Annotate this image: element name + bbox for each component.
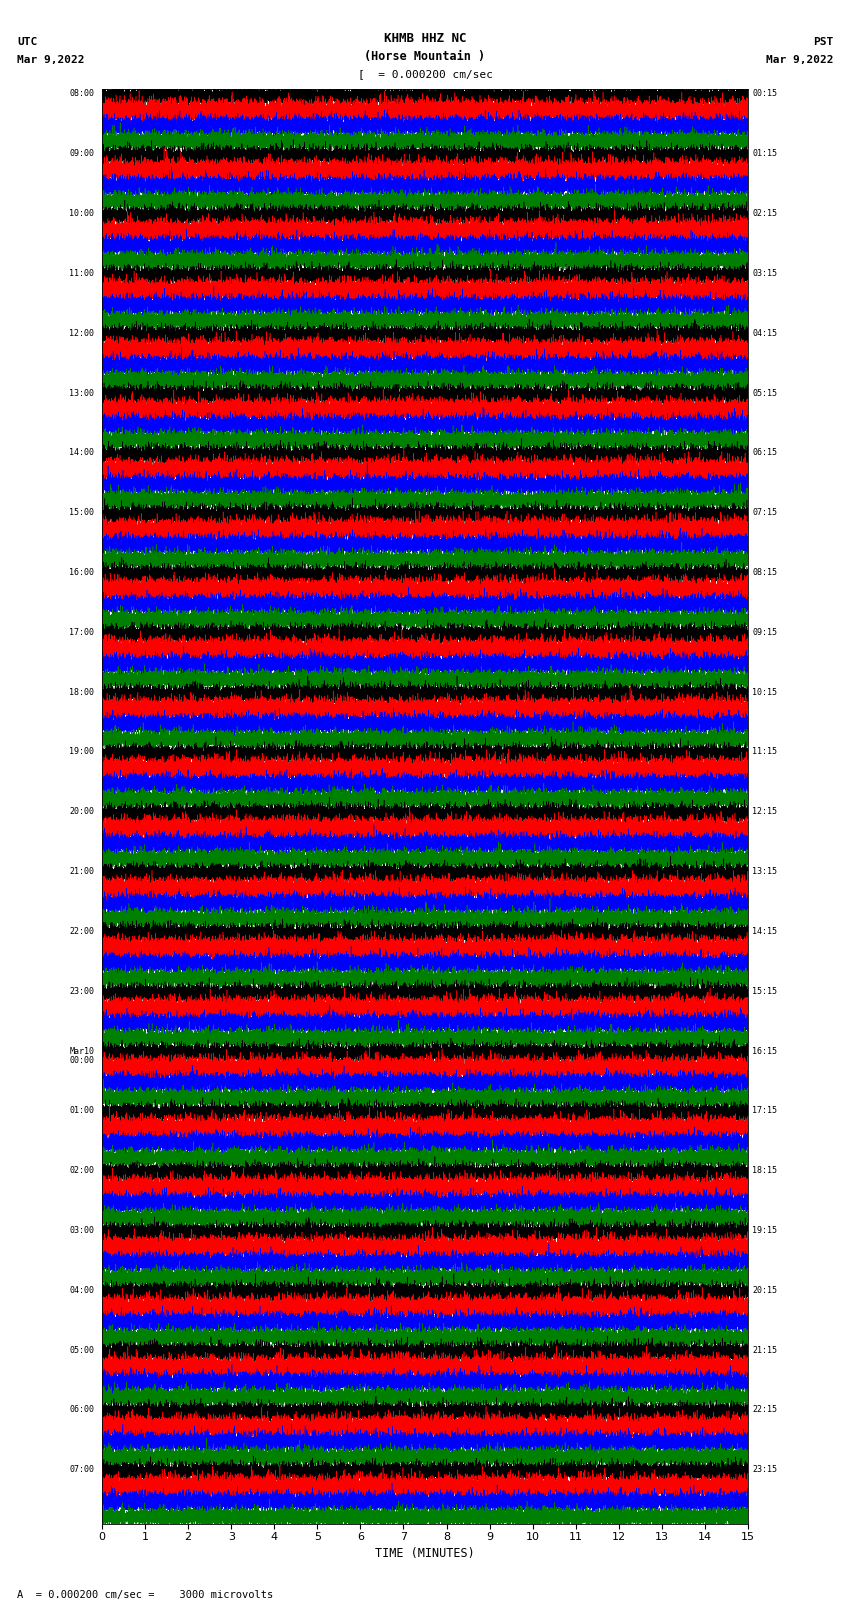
Text: 08:15: 08:15: [752, 568, 777, 577]
Text: 22:00: 22:00: [69, 927, 94, 936]
Text: 21:00: 21:00: [69, 868, 94, 876]
Text: 01:00: 01:00: [69, 1107, 94, 1115]
Text: 21:15: 21:15: [752, 1345, 777, 1355]
Text: 11:00: 11:00: [69, 269, 94, 277]
Text: 03:00: 03:00: [69, 1226, 94, 1236]
Text: 16:00: 16:00: [69, 568, 94, 577]
Text: 14:15: 14:15: [752, 927, 777, 936]
Text: (Horse Mountain ): (Horse Mountain ): [365, 50, 485, 63]
Text: 07:00: 07:00: [69, 1465, 94, 1474]
Text: 09:15: 09:15: [752, 627, 777, 637]
Text: 10:15: 10:15: [752, 687, 777, 697]
Text: 14:00: 14:00: [69, 448, 94, 458]
Text: 20:15: 20:15: [752, 1286, 777, 1295]
Text: 02:00: 02:00: [69, 1166, 94, 1176]
Text: 17:00: 17:00: [69, 627, 94, 637]
Text: 18:00: 18:00: [69, 687, 94, 697]
Text: 00:15: 00:15: [752, 89, 777, 98]
Text: PST: PST: [813, 37, 833, 47]
Text: 02:15: 02:15: [752, 210, 777, 218]
Text: [  = 0.000200 cm/sec: [ = 0.000200 cm/sec: [358, 69, 492, 79]
Text: 18:15: 18:15: [752, 1166, 777, 1176]
Text: Mar 9,2022: Mar 9,2022: [17, 55, 84, 65]
Text: 11:15: 11:15: [752, 747, 777, 756]
Text: 09:00: 09:00: [69, 150, 94, 158]
Text: 22:15: 22:15: [752, 1405, 777, 1415]
Text: 08:00: 08:00: [69, 89, 94, 98]
Text: Mar10
00:00: Mar10 00:00: [69, 1047, 94, 1065]
Text: 19:15: 19:15: [752, 1226, 777, 1236]
Text: A  = 0.000200 cm/sec =    3000 microvolts: A = 0.000200 cm/sec = 3000 microvolts: [17, 1590, 273, 1600]
Text: 07:15: 07:15: [752, 508, 777, 518]
Text: 20:00: 20:00: [69, 806, 94, 816]
Text: 04:00: 04:00: [69, 1286, 94, 1295]
Text: 05:00: 05:00: [69, 1345, 94, 1355]
Text: 19:00: 19:00: [69, 747, 94, 756]
Text: 04:15: 04:15: [752, 329, 777, 337]
Text: Mar 9,2022: Mar 9,2022: [766, 55, 833, 65]
Text: KHMB HHZ NC: KHMB HHZ NC: [383, 32, 467, 45]
Text: 15:00: 15:00: [69, 508, 94, 518]
Text: 17:15: 17:15: [752, 1107, 777, 1115]
Text: 23:00: 23:00: [69, 987, 94, 995]
Text: 03:15: 03:15: [752, 269, 777, 277]
Text: 06:15: 06:15: [752, 448, 777, 458]
Text: UTC: UTC: [17, 37, 37, 47]
X-axis label: TIME (MINUTES): TIME (MINUTES): [375, 1547, 475, 1560]
Text: 13:00: 13:00: [69, 389, 94, 397]
Text: 05:15: 05:15: [752, 389, 777, 397]
Text: 01:15: 01:15: [752, 150, 777, 158]
Text: 16:15: 16:15: [752, 1047, 777, 1055]
Text: 15:15: 15:15: [752, 987, 777, 995]
Text: 12:00: 12:00: [69, 329, 94, 337]
Text: 13:15: 13:15: [752, 868, 777, 876]
Text: 12:15: 12:15: [752, 806, 777, 816]
Text: 06:00: 06:00: [69, 1405, 94, 1415]
Text: 10:00: 10:00: [69, 210, 94, 218]
Text: 23:15: 23:15: [752, 1465, 777, 1474]
